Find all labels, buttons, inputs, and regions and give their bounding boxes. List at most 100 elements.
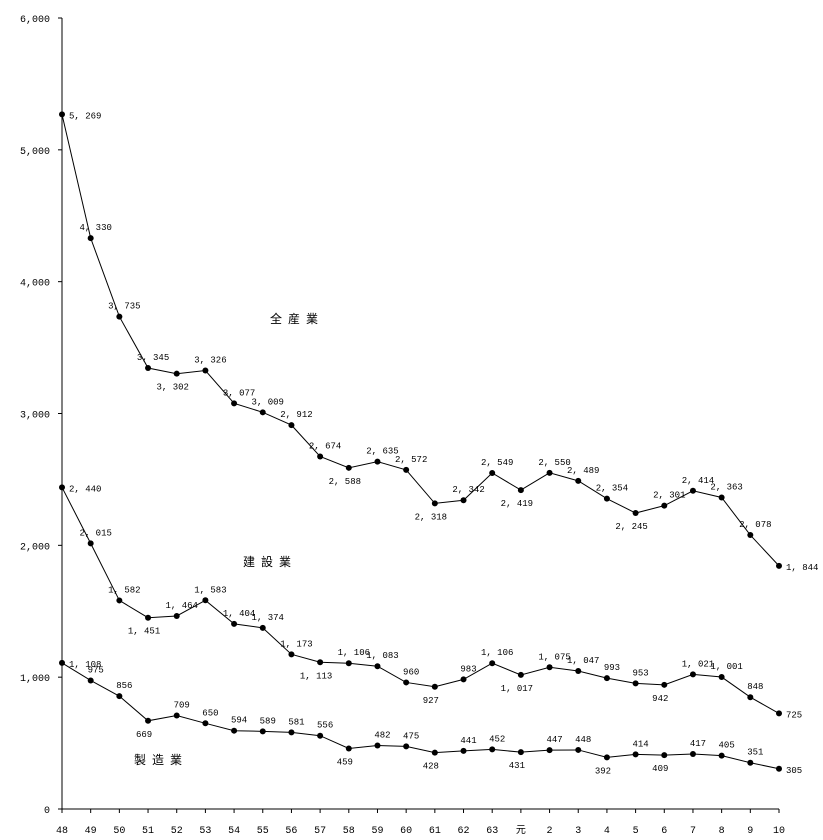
data-label: 3, 326 bbox=[194, 356, 226, 366]
series-line-2 bbox=[61, 662, 780, 770]
data-label: 5, 269 bbox=[69, 111, 101, 121]
data-label: 725 bbox=[786, 710, 802, 720]
data-point bbox=[202, 720, 209, 727]
data-label: 1, 173 bbox=[280, 639, 312, 649]
data-point bbox=[546, 469, 553, 476]
data-label: 1, 047 bbox=[567, 656, 599, 666]
data-label: 1, 113 bbox=[300, 671, 332, 681]
data-label: 3, 735 bbox=[108, 302, 140, 312]
x-tick-label: 53 bbox=[199, 826, 211, 837]
data-label: 459 bbox=[337, 757, 353, 767]
x-tick-label: 6 bbox=[661, 826, 667, 837]
data-point bbox=[288, 422, 295, 429]
y-tick-label: 2,000 bbox=[20, 542, 50, 553]
data-point bbox=[231, 400, 238, 407]
x-tick-label: 50 bbox=[113, 826, 125, 837]
data-point bbox=[661, 681, 668, 688]
x-tick-label: 54 bbox=[228, 826, 240, 837]
data-label: 1, 001 bbox=[710, 662, 742, 672]
data-point bbox=[489, 746, 496, 753]
series-line-1 bbox=[61, 487, 780, 714]
data-point bbox=[661, 752, 668, 759]
data-point bbox=[776, 562, 782, 569]
x-tick-label: 5 bbox=[633, 826, 639, 837]
x-tick-label: 56 bbox=[285, 826, 297, 837]
data-point bbox=[718, 494, 725, 501]
data-point bbox=[603, 675, 610, 682]
data-point bbox=[345, 660, 352, 667]
data-label: 409 bbox=[652, 764, 668, 774]
data-point bbox=[288, 651, 295, 658]
data-label: 452 bbox=[489, 734, 505, 744]
data-point bbox=[575, 746, 582, 753]
data-point bbox=[489, 660, 496, 667]
data-point bbox=[517, 671, 524, 678]
data-label: 993 bbox=[604, 663, 620, 673]
data-point bbox=[317, 453, 324, 460]
data-label: 2, 419 bbox=[501, 499, 533, 509]
data-label: 2, 342 bbox=[452, 485, 484, 495]
data-label: 405 bbox=[719, 741, 735, 751]
data-label: 1, 582 bbox=[108, 585, 140, 595]
data-point bbox=[145, 614, 152, 621]
data-point bbox=[145, 717, 152, 724]
data-label: 953 bbox=[632, 668, 648, 678]
data-label: 2, 318 bbox=[415, 512, 447, 522]
data-label: 1, 451 bbox=[128, 627, 160, 637]
x-tick-label: 59 bbox=[371, 826, 383, 837]
y-tick-label: 6,000 bbox=[20, 15, 50, 26]
data-label: 2, 912 bbox=[280, 410, 312, 420]
data-point bbox=[689, 671, 696, 678]
x-tick-label: 7 bbox=[690, 826, 696, 837]
data-label: 975 bbox=[88, 665, 104, 675]
data-label: 669 bbox=[136, 730, 152, 740]
data-label: 2, 363 bbox=[710, 482, 742, 492]
data-label: 2, 572 bbox=[395, 455, 427, 465]
data-label: 2, 414 bbox=[682, 476, 714, 486]
data-point bbox=[431, 683, 438, 690]
data-label: 1, 374 bbox=[252, 613, 284, 623]
data-label: 856 bbox=[116, 681, 132, 691]
data-point bbox=[546, 664, 553, 671]
data-point bbox=[632, 510, 639, 517]
data-label: 556 bbox=[317, 721, 333, 731]
data-label: 482 bbox=[374, 730, 390, 740]
data-label: 2, 489 bbox=[567, 466, 599, 476]
data-label: 2, 015 bbox=[79, 528, 111, 538]
data-label: 1, 017 bbox=[501, 684, 533, 694]
x-tick-label: 51 bbox=[142, 826, 154, 837]
data-point bbox=[603, 754, 610, 761]
data-point bbox=[317, 659, 324, 666]
y-tick-label: 1,000 bbox=[20, 674, 50, 685]
data-point bbox=[59, 111, 65, 118]
data-label: 3, 302 bbox=[157, 383, 189, 393]
data-point bbox=[546, 747, 553, 754]
data-label: 441 bbox=[460, 736, 476, 746]
data-point bbox=[116, 597, 123, 604]
data-label: 1, 106 bbox=[338, 648, 370, 658]
data-label: 447 bbox=[546, 735, 562, 745]
data-point bbox=[460, 747, 467, 754]
data-label: 581 bbox=[288, 717, 304, 727]
data-point bbox=[345, 745, 352, 752]
data-label: 942 bbox=[652, 694, 668, 704]
data-point bbox=[403, 466, 410, 473]
data-label: 650 bbox=[202, 708, 218, 718]
data-label: 475 bbox=[403, 731, 419, 741]
data-label: 1, 106 bbox=[481, 648, 513, 658]
data-point bbox=[776, 710, 782, 717]
data-label: 1, 844 bbox=[786, 563, 818, 573]
data-labels: 5, 269 4, 330 3, 735 3, 345 3, 302 3, 326 3, 0… bbox=[69, 111, 818, 776]
data-point bbox=[431, 500, 438, 507]
data-label: 709 bbox=[174, 701, 190, 711]
data-point bbox=[431, 749, 438, 756]
data-label: 3, 009 bbox=[252, 397, 284, 407]
data-label: 428 bbox=[423, 762, 439, 772]
series-label-construction: 建設業 bbox=[243, 554, 297, 569]
x-tick-label: 8 bbox=[719, 826, 725, 837]
data-point bbox=[747, 694, 754, 701]
data-label: 2, 635 bbox=[366, 447, 398, 457]
data-point bbox=[173, 712, 180, 719]
data-point bbox=[489, 469, 496, 476]
